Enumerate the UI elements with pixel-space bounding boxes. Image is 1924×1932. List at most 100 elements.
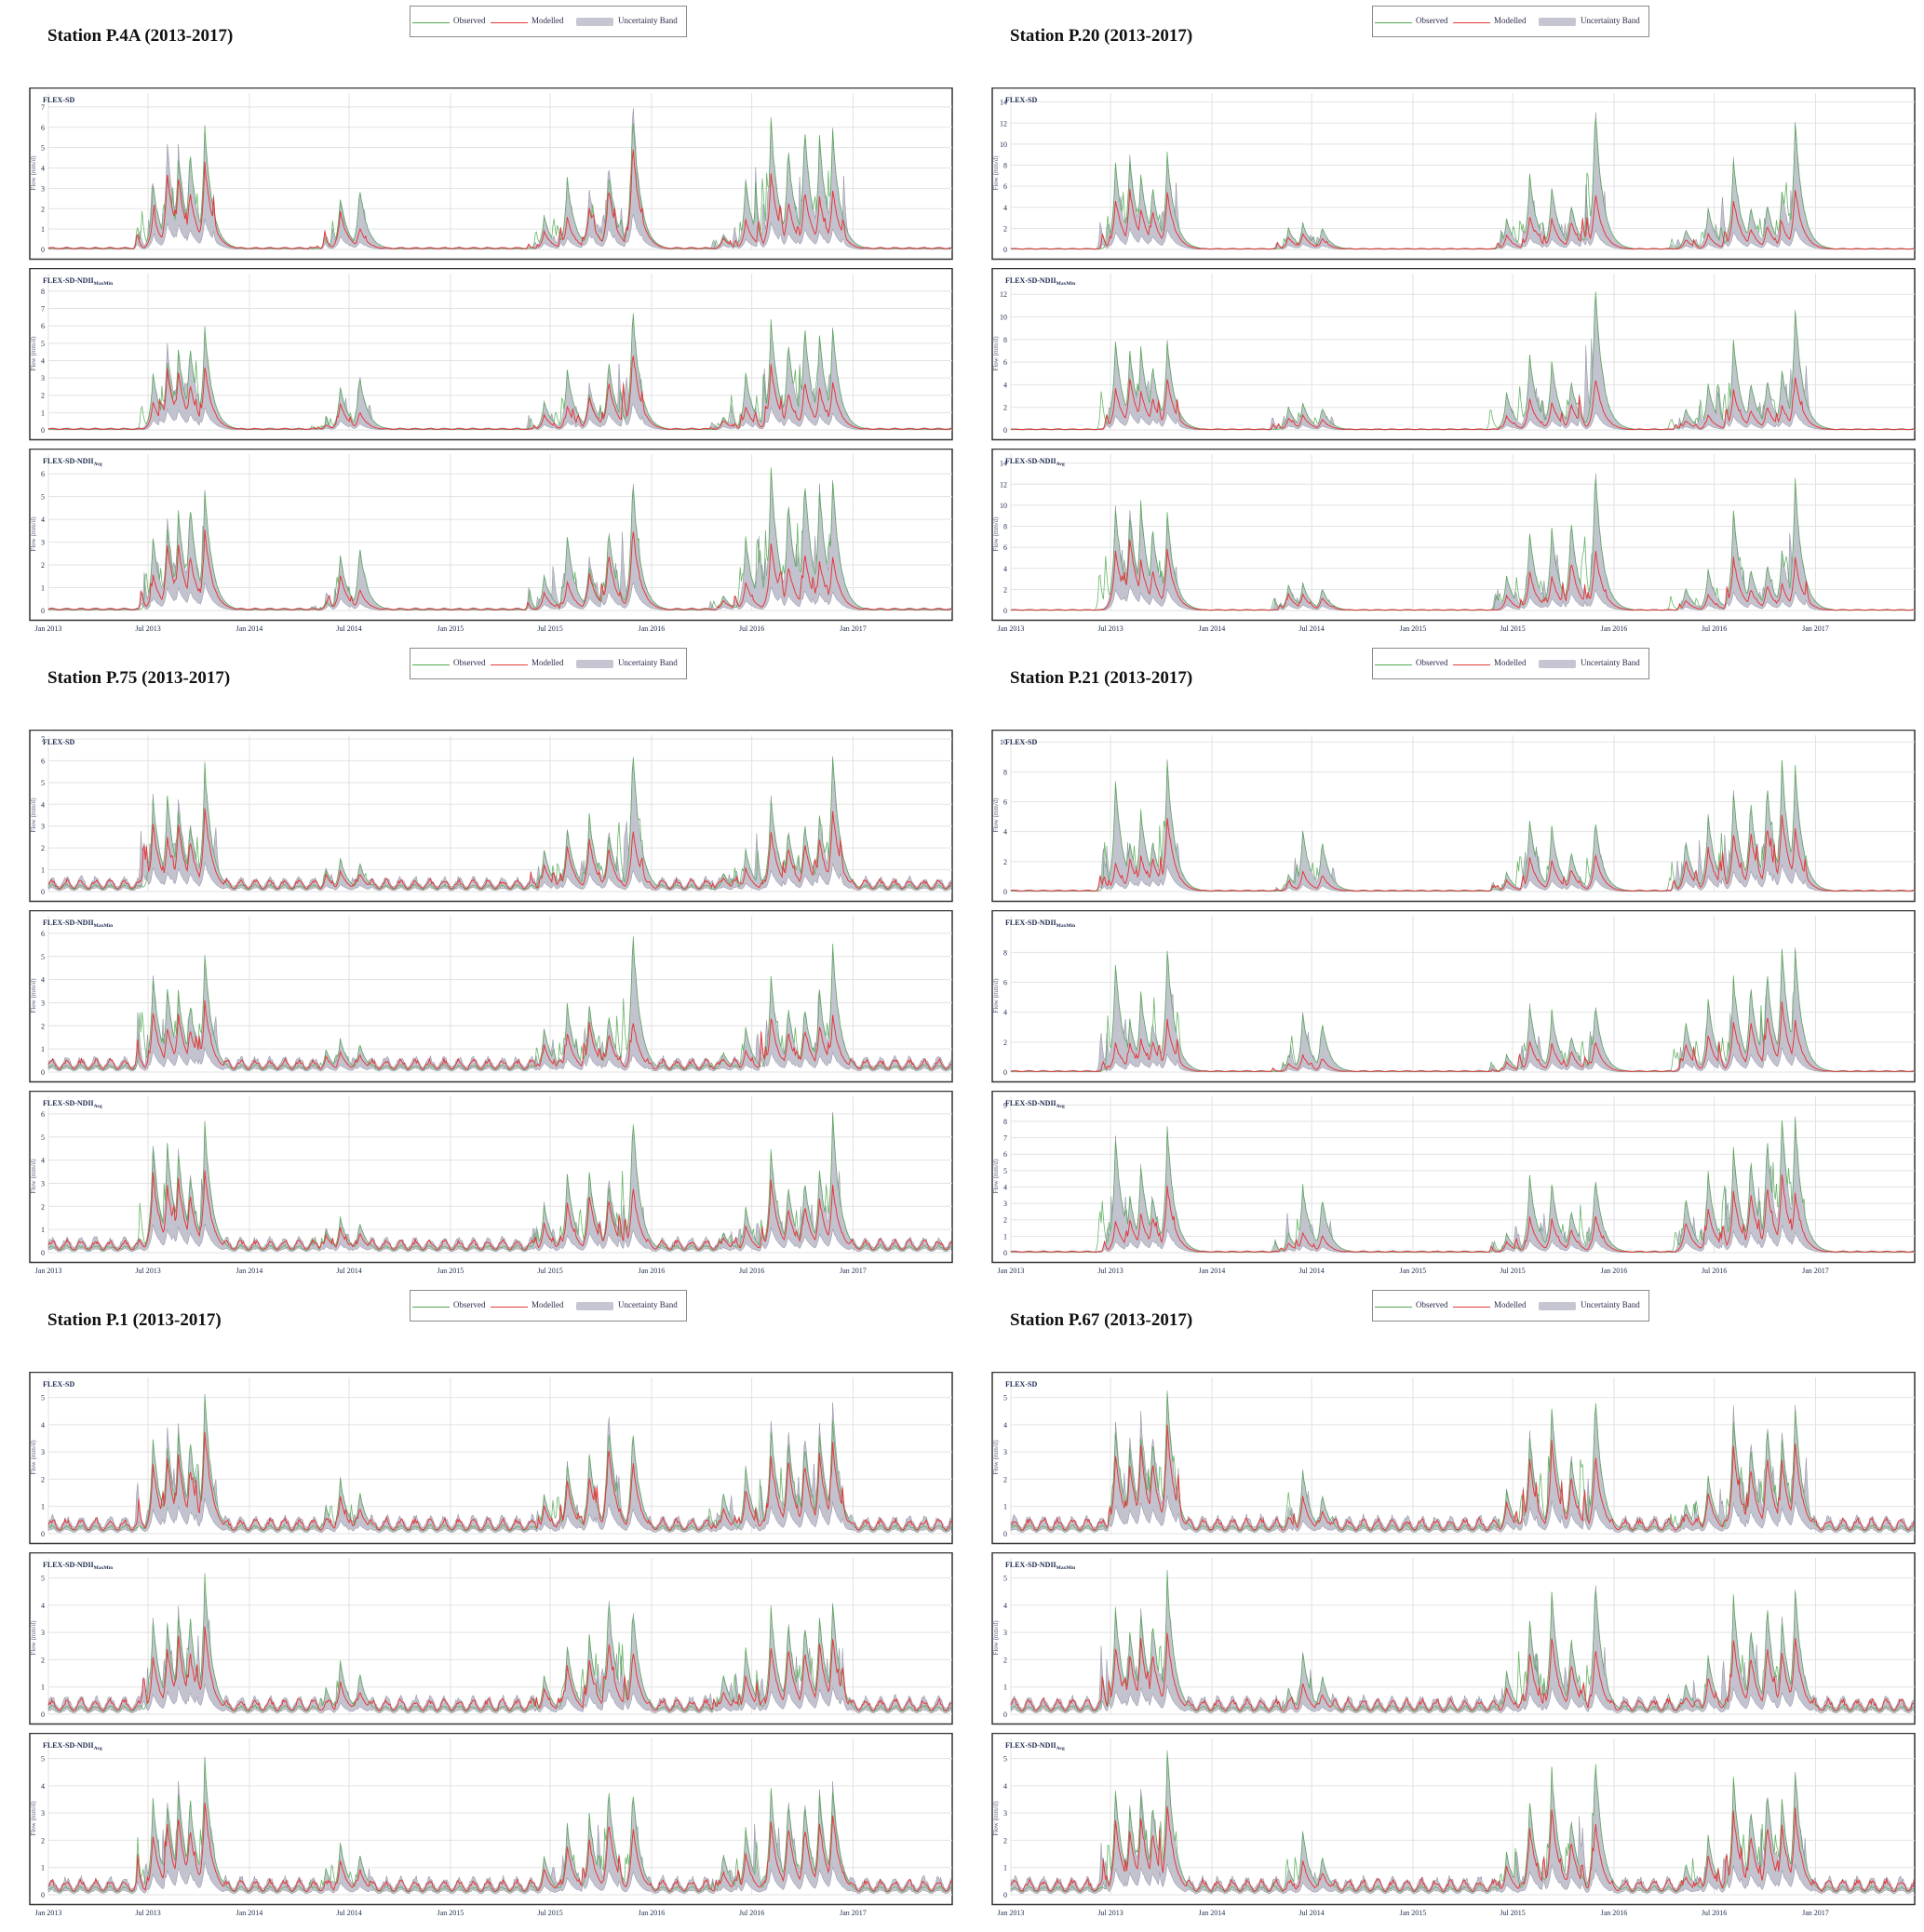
legend-label-observed: Observed — [1416, 16, 1448, 25]
y-tick-label: 4 — [41, 165, 45, 173]
y-tick-label: 6 — [41, 757, 45, 765]
observed-series — [1010, 1119, 1915, 1254]
y-tick-label: 4 — [41, 1782, 45, 1791]
modelled-series — [48, 356, 952, 430]
x-tick-label: Jan 2017 — [1802, 1909, 1829, 1917]
y-tick-label: 4 — [41, 1421, 45, 1429]
legend: Observed Modelled Uncertainty Band — [410, 1290, 687, 1322]
panel-label: FLEX-SD-NDIIMaxMin — [1005, 919, 1075, 929]
y-tick-label: 2 — [1003, 1656, 1007, 1664]
y-axis-label: Flow (mm/d) — [30, 1801, 37, 1836]
modelled-series — [1010, 1424, 1915, 1532]
legend-label-observed: Observed — [1416, 1300, 1448, 1309]
modelled-series — [47, 1431, 952, 1532]
y-tick-label: 6 — [1003, 798, 1007, 807]
legend: Observed Modelled Uncertainty Band — [410, 648, 687, 679]
legend-swatch-band — [1539, 18, 1576, 26]
y-tick-label: 2 — [41, 1836, 45, 1845]
panel-station-p-20-2013-2017--1: 0 2 4 6 8 10 12 14 Flow (mm/d) FLEX-SD — [991, 87, 1916, 261]
x-tick-label: Jul 2016 — [1702, 1909, 1727, 1917]
y-tick-label: 0 — [41, 888, 45, 896]
y-tick-label: 4 — [1003, 1183, 1007, 1191]
y-tick-label: 3 — [41, 1179, 45, 1187]
legend-swatch-observed — [412, 1307, 450, 1308]
y-tick-label: 2 — [41, 205, 45, 213]
panel-label: FLEX-SD-NDIIMaxMin — [43, 276, 113, 287]
legend-label-band: Uncertainty Band — [1581, 1300, 1640, 1309]
panel-station-p-75-2013-2017--1: 0 1 2 3 4 5 6 7 Flow (mm/d) FLEX-SD — [29, 730, 953, 903]
y-tick-label: 3 — [41, 1809, 45, 1818]
y-tick-label: 0 — [1003, 1249, 1007, 1257]
legend-swatch-modelled — [491, 1307, 528, 1308]
panel-label: FLEX-SD-NDIIMaxMin — [43, 1561, 113, 1571]
legend-swatch-modelled — [1453, 664, 1490, 665]
panel-label: FLEX-SD-NDIIAvg — [43, 1099, 102, 1109]
x-tick-label: Jul 2014 — [336, 1909, 361, 1917]
station-title: Station P.20 (2013-2017) — [1010, 26, 1193, 46]
panel-station-p-21-2013-2017--1: 0 2 4 6 8 10 Flow (mm/d) FLEX-SD — [991, 730, 1916, 903]
x-tick-label: Jul 2013 — [135, 624, 160, 633]
y-axis-label: Flow (mm/d) — [992, 155, 1000, 191]
x-tick-label: Jan 2016 — [639, 1267, 666, 1275]
y-tick-label: 12 — [1000, 290, 1007, 299]
x-tick-label: Jul 2016 — [739, 1267, 764, 1275]
y-axis-label: Flow (mm/d) — [992, 798, 1000, 833]
x-tick-label: Jan 2015 — [437, 1267, 464, 1275]
x-tick-label: Jan 2016 — [639, 1909, 666, 1917]
legend-label-modelled: Modelled — [531, 658, 564, 667]
x-tick-label: Jan 2017 — [840, 1267, 867, 1275]
panel-label: FLEX-SD — [1005, 738, 1037, 746]
legend: Observed Modelled Uncertainty Band — [1372, 6, 1649, 37]
x-tick-label: Jul 2014 — [336, 1267, 361, 1275]
y-tick-label: 3 — [1003, 1809, 1007, 1818]
legend-label-modelled: Modelled — [531, 1300, 564, 1309]
modelled-series — [1010, 377, 1915, 431]
y-tick-label: 8 — [1003, 336, 1007, 344]
x-tick-label: Jul 2016 — [739, 624, 764, 633]
y-axis-label: Flow (mm/d) — [30, 798, 37, 833]
legend-label-observed: Observed — [453, 1300, 486, 1309]
x-tick-label: Jan 2017 — [1802, 624, 1829, 633]
x-tick-label: Jan 2016 — [1601, 624, 1628, 633]
y-tick-label: 0 — [41, 1249, 45, 1257]
station-title: Station P.75 (2013-2017) — [47, 668, 231, 688]
station-title: Station P.21 (2013-2017) — [1010, 668, 1193, 688]
legend-label-band: Uncertainty Band — [618, 658, 678, 667]
legend-label-observed: Observed — [453, 658, 486, 667]
x-tick-label: Jan 2015 — [437, 1909, 464, 1917]
y-tick-label: 1 — [41, 1045, 45, 1053]
grid — [1010, 93, 1915, 250]
y-tick-label: 0 — [1003, 1711, 1007, 1719]
y-axis-label: Flow (mm/d) — [30, 978, 37, 1013]
y-tick-label: 3 — [41, 539, 45, 547]
station-title: Station P.4A (2013-2017) — [47, 26, 234, 46]
y-tick-label: 6 — [1003, 1150, 1007, 1159]
panel-station-p-21-2013-2017--3: 0 1 2 3 4 5 6 7 8 9 Flow (mm/d) FLEX-SD-NDIIAvg Jan … — [991, 1091, 1916, 1275]
panel-station-p-4a-2013-2017--1: 0 1 2 3 4 5 6 7 Flow (mm/d) FLEX-SD — [29, 87, 953, 261]
x-tick-label: Jul 2013 — [1097, 1909, 1123, 1917]
x-tick-label: Jul 2014 — [336, 624, 361, 633]
y-axis-label: Flow (mm/d) — [992, 1440, 1000, 1475]
y-axis-label: Flow (mm/d) — [30, 1440, 37, 1475]
modelled-series — [47, 149, 952, 249]
x-tick-label: Jan 2014 — [236, 1267, 263, 1275]
legend-label-band: Uncertainty Band — [1581, 16, 1640, 25]
observed-series — [47, 1114, 952, 1252]
x-tick-label: Jul 2015 — [1500, 1909, 1525, 1917]
y-tick-label: 3 — [41, 184, 45, 193]
legend-swatch-observed — [1375, 664, 1412, 665]
y-tick-label: 4 — [41, 1157, 45, 1165]
legend-swatch-band — [1539, 1302, 1576, 1310]
observed-series — [1010, 759, 1915, 892]
y-axis-label: Flow (mm/d) — [992, 1159, 1000, 1194]
legend-label-modelled: Modelled — [1494, 1300, 1527, 1309]
y-tick-label: 0 — [1003, 888, 1007, 896]
y-tick-label: 0 — [1003, 1891, 1007, 1899]
modelled-series — [1010, 1805, 1915, 1893]
panel-label: FLEX-SD-NDIIAvg — [1005, 457, 1065, 467]
uncertainty-band — [1010, 1116, 1915, 1254]
legend-label-modelled: Modelled — [1494, 658, 1527, 667]
y-tick-label: 3 — [1003, 1629, 1007, 1637]
x-tick-label: Jan 2016 — [1601, 1267, 1628, 1275]
y-tick-label: 3 — [1003, 1448, 1007, 1456]
